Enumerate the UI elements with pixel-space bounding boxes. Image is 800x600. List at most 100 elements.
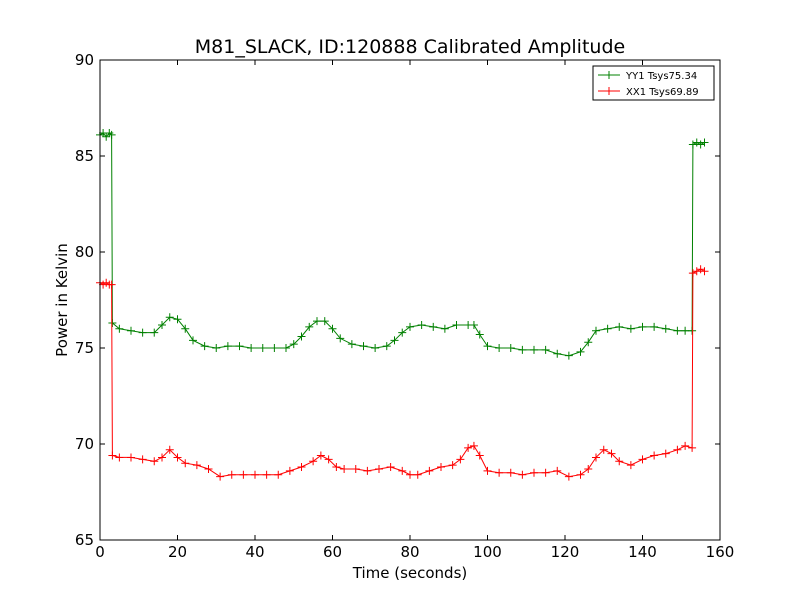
y-tick-label: 80 [75, 243, 94, 261]
data-point [282, 344, 290, 352]
data-point [363, 466, 372, 475]
data-point [584, 338, 593, 347]
legend: YY1 Tsys75.34 XX1 Tsys69.89 [592, 65, 715, 101]
plot-area [96, 59, 721, 541]
data-point [576, 347, 585, 356]
data-point [469, 441, 478, 450]
data-point [688, 326, 697, 335]
x-tick-label: 0 [95, 543, 105, 561]
data-point [688, 269, 697, 278]
data-point [638, 322, 647, 331]
data-point [216, 472, 225, 481]
data-point [200, 342, 209, 351]
data-point [313, 317, 321, 326]
data-point [158, 453, 166, 462]
data-point [469, 320, 478, 329]
data-point [328, 324, 337, 333]
data-point [212, 344, 221, 352]
data-point [115, 324, 124, 333]
x-tick-label: 80 [400, 543, 419, 561]
data-point [692, 138, 701, 147]
data-point [127, 453, 135, 462]
data-point [688, 443, 697, 452]
data-point [475, 330, 484, 339]
data-point [158, 320, 166, 329]
data-point [688, 140, 697, 149]
data-point [262, 470, 271, 479]
data-point [150, 328, 159, 337]
y-axis-ticks: 65 70 75 80 85 90 [75, 51, 720, 549]
y-tick-label: 90 [75, 51, 94, 69]
data-point [603, 324, 612, 333]
data-point [553, 349, 562, 358]
data-point [285, 466, 294, 475]
series-1 [96, 265, 709, 481]
data-point [452, 320, 461, 329]
data-point [700, 267, 709, 276]
data-point [564, 351, 573, 360]
data-point [696, 140, 705, 149]
data-point [165, 445, 174, 454]
data-point [258, 344, 267, 352]
data-point [553, 466, 562, 475]
data-point [270, 344, 279, 352]
data-point [386, 463, 395, 472]
data-point [495, 344, 504, 352]
data-point [181, 324, 190, 333]
data-point [127, 326, 135, 335]
data-point [324, 455, 333, 464]
data-point [650, 451, 659, 460]
data-point [251, 470, 259, 479]
data-point [692, 267, 701, 276]
x-tick-label: 20 [168, 543, 187, 561]
data-point [320, 317, 329, 326]
data-point [336, 334, 345, 343]
data-point [483, 342, 492, 351]
legend-label: YY1 Tsys75.34 [625, 71, 697, 82]
data-point [530, 468, 538, 477]
data-point [564, 472, 573, 481]
data-point [483, 466, 492, 475]
data-point [506, 468, 515, 477]
data-point [541, 468, 550, 477]
data-point [347, 340, 356, 349]
data-point [530, 345, 538, 354]
data-point [518, 345, 527, 354]
data-point [406, 470, 414, 479]
data-point [309, 457, 318, 466]
data-point [398, 466, 407, 475]
series-0 [96, 128, 709, 360]
data-point [340, 464, 349, 473]
data-point [518, 470, 527, 479]
data-point [615, 457, 624, 466]
series-line [99, 268, 705, 478]
data-point [650, 322, 659, 331]
data-point [235, 342, 244, 351]
data-point [437, 463, 445, 472]
data-point [204, 464, 213, 473]
data-point [456, 455, 465, 464]
data-point [239, 470, 248, 479]
data-point [673, 445, 682, 454]
data-point [592, 326, 600, 335]
data-point [681, 441, 690, 450]
data-point [227, 470, 236, 479]
data-point [626, 461, 635, 470]
chart-title: M81_SLACK, ID:120888 Calibrated Amplitud… [195, 36, 625, 58]
data-point [429, 322, 438, 331]
data-point [661, 324, 670, 333]
data-point [138, 328, 147, 337]
data-point [464, 443, 473, 452]
data-point [108, 319, 117, 328]
data-point [371, 344, 380, 352]
data-point [115, 453, 124, 462]
legend-label: XX1 Tsys69.89 [626, 87, 699, 98]
data-point [390, 336, 399, 345]
data-point [673, 326, 682, 335]
legend-box [592, 65, 715, 101]
data-point [297, 463, 306, 472]
data-point [274, 470, 283, 479]
data-point [506, 344, 515, 352]
data-point [108, 451, 117, 460]
data-point [406, 322, 414, 331]
